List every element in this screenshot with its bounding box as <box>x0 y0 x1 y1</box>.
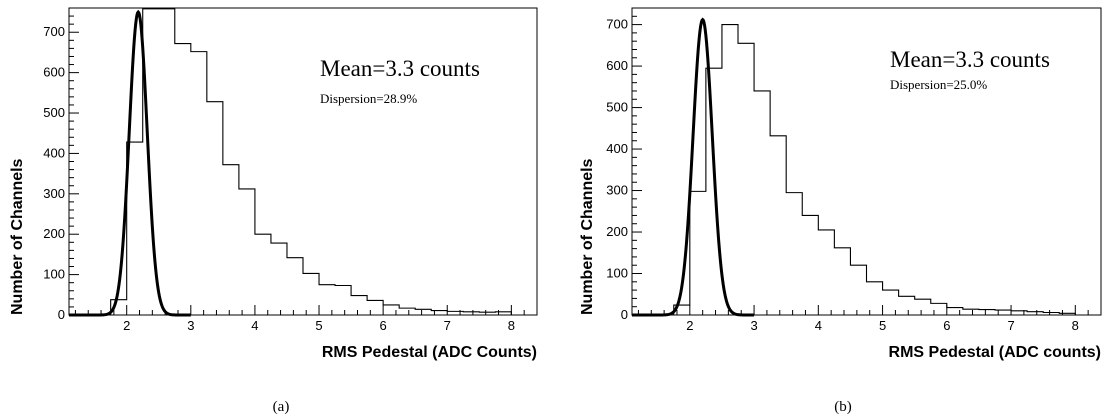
panel-b-y-tick-label: 700 <box>606 17 628 32</box>
panel-b-x-tick-label: 4 <box>815 318 822 333</box>
panel-b-x-tick-label: 7 <box>1007 318 1014 333</box>
panel-a: Number of Channels RMS Pedestal (ADC Cou… <box>9 7 538 415</box>
panel-b-caption: (b) <box>834 399 852 415</box>
panel-a-x-tick-label: 7 <box>444 318 451 333</box>
panel-b-y-tick-label: 500 <box>606 100 628 115</box>
panel-b-x-tick-label: 6 <box>943 318 950 333</box>
panel-a-y-tick-label: 500 <box>43 105 65 120</box>
panel-b-xlabel: RMS Pedestal (ADC counts) <box>889 344 1101 361</box>
panel-b-x-tick-label: 5 <box>879 318 886 333</box>
panel-b-y-tick-label: 600 <box>606 58 628 73</box>
panel-a-x-tick-label: 6 <box>380 318 387 333</box>
panel-a-x-tick-label: 5 <box>315 318 322 333</box>
panel-b-x-tick-label: 8 <box>1072 318 1079 333</box>
panel-b: Number of Channels RMS Pedestal (ADC cou… <box>579 7 1102 415</box>
panel-a-y-tick-label: 0 <box>58 307 65 322</box>
panel-b-gaussian-fit <box>632 17 755 317</box>
panel-a-y-tick-label: 700 <box>43 24 65 39</box>
panel-b-x-tick-label: 3 <box>750 318 757 333</box>
panel-a-caption: (a) <box>273 399 290 415</box>
panel-a-y-tick-label: 300 <box>43 186 65 201</box>
panel-b-y-tick-label: 0 <box>621 307 628 322</box>
panel-a-x-tick-label: 4 <box>251 318 258 333</box>
panel-b-x-tick-label: 2 <box>686 318 693 333</box>
panel-a-y-tick-label: 200 <box>43 226 65 241</box>
panel-b-y-tick-label: 400 <box>606 141 628 156</box>
panel-a-ylabel: Number of Channels <box>9 158 26 315</box>
panel-a-x-tick-label: 3 <box>187 318 194 333</box>
panel-b-mean-annotation: Mean=3.3 counts <box>890 47 1050 72</box>
panel-a-xlabel: RMS Pedestal (ADC Counts) <box>322 344 537 361</box>
panel-b-y-tick-label: 100 <box>606 266 628 281</box>
panel-b-histogram <box>673 24 1076 315</box>
panel-a-y-tick-label: 400 <box>43 145 65 160</box>
panel-a-mean-annotation: Mean=3.3 counts <box>320 56 480 81</box>
panel-b-ylabel: Number of Channels <box>579 158 596 315</box>
panel-a-histogram <box>110 8 512 315</box>
panel-a-y-tick-label: 600 <box>43 65 65 80</box>
panel-b-y-tick-label: 200 <box>606 224 628 239</box>
panel-b-dispersion-annotation: Dispersion=25.0% <box>890 77 987 92</box>
panel-a-gaussian-fit <box>69 9 191 317</box>
panel-a-x-tick-label: 8 <box>508 318 515 333</box>
panel-a-x-tick-label: 2 <box>123 318 130 333</box>
panel-a-y-tick-label: 100 <box>43 267 65 282</box>
panel-b-y-tick-label: 300 <box>606 183 628 198</box>
panel-b-frame <box>631 7 1102 316</box>
panel-a-dispersion-annotation: Dispersion=28.9% <box>320 91 417 106</box>
